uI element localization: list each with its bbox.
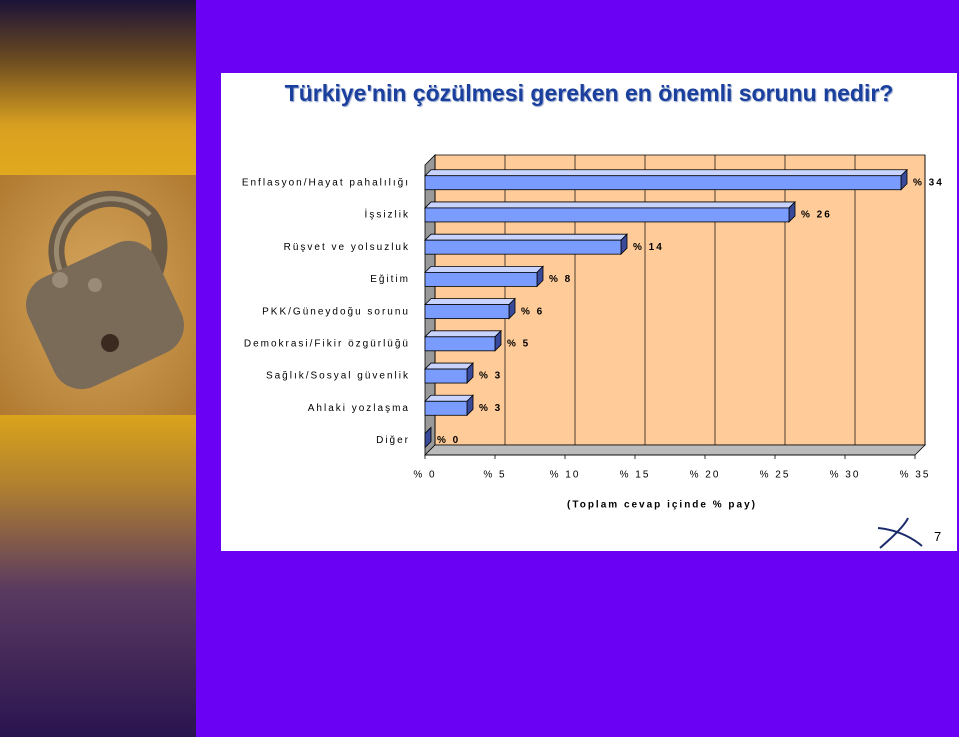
x-tick-label: % 10 xyxy=(550,470,581,481)
value-label: % 3 xyxy=(479,371,502,382)
bar-side xyxy=(424,426,432,449)
bar-top xyxy=(424,265,544,273)
x-axis-title: (Toplam cevap içinde % pay) xyxy=(567,500,757,511)
x-tick-label: % 5 xyxy=(483,470,506,481)
bar xyxy=(424,400,468,416)
y-tick-label: Eğitim xyxy=(370,274,410,285)
bar-top xyxy=(424,233,628,241)
bar xyxy=(424,175,902,191)
floor xyxy=(424,444,926,456)
y-tick-label: Enflasyon/Hayat pahalılığı xyxy=(242,177,410,188)
y-tick-label: Sağlık/Sosyal güvenlik xyxy=(266,371,410,382)
value-label: % 14 xyxy=(633,242,664,253)
page-number: 7 xyxy=(934,529,942,544)
bar xyxy=(424,336,496,352)
x-tick-label: % 35 xyxy=(900,470,931,481)
x-tick-label: % 30 xyxy=(830,470,861,481)
x-tick-label: % 15 xyxy=(620,470,651,481)
bar xyxy=(424,207,790,223)
logo xyxy=(877,517,923,549)
y-tick-label: Diğer xyxy=(376,435,410,446)
slide-title: Türkiye'nin çözülmesi gereken en önemli … xyxy=(284,80,894,106)
y-tick-label: İşsizlik xyxy=(365,208,410,221)
bar xyxy=(424,368,468,384)
value-label: % 8 xyxy=(549,274,572,285)
bar xyxy=(424,239,622,255)
padlock-photo xyxy=(0,175,196,415)
bar-top xyxy=(424,201,796,209)
x-tick-label: % 25 xyxy=(760,470,791,481)
bar-top xyxy=(424,169,908,177)
x-tick-label: % 20 xyxy=(690,470,721,481)
y-tick-label: Ahlaki yozlaşma xyxy=(308,403,410,414)
bar-top xyxy=(424,298,516,306)
y-tick-label: Rüşvet ve yolsuzluk xyxy=(284,242,410,253)
value-label: % 6 xyxy=(521,306,544,317)
bar-top xyxy=(424,362,474,370)
value-label: % 3 xyxy=(479,403,502,414)
y-tick-label: PKK/Güneydoğu sorunu xyxy=(262,306,410,317)
bar xyxy=(424,304,510,320)
y-tick-label: Demokrasi/Fikir özgürlüğü xyxy=(244,338,410,349)
bar-top xyxy=(424,330,502,338)
value-label: % 34 xyxy=(913,177,944,188)
value-label: % 26 xyxy=(801,210,832,221)
value-label: % 0 xyxy=(437,435,460,446)
x-tick-label: % 0 xyxy=(413,470,436,481)
bar-top xyxy=(424,394,474,402)
bar xyxy=(424,271,538,287)
value-label: % 5 xyxy=(507,338,530,349)
